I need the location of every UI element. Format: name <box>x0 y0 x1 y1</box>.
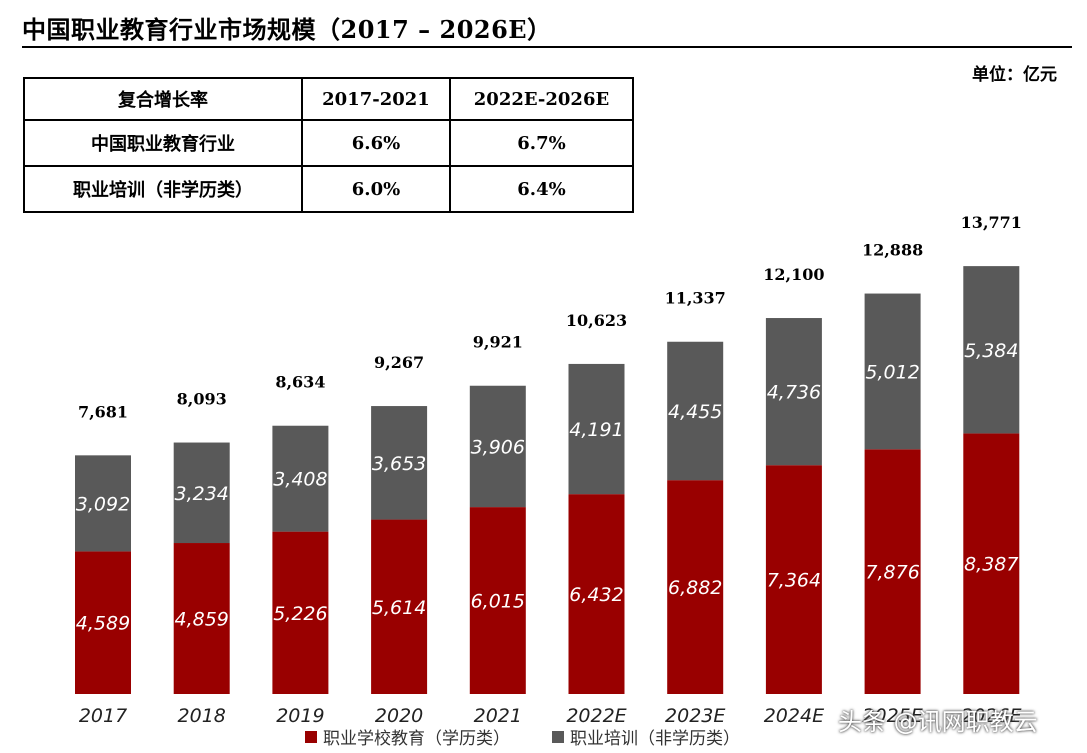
bar-school <box>864 449 921 694</box>
cagr-row-training: 职业培训（非学历类） 6.0% 6.4% <box>23 165 634 213</box>
bar-value-training: 5,012 <box>865 361 919 383</box>
bar-total-label: 12,888 <box>862 241 923 260</box>
bar-value-school: 6,432 <box>569 584 623 606</box>
legend-swatch-school <box>305 730 317 743</box>
x-tick-label: 2017 <box>79 705 127 727</box>
cagr-row-label: 职业培训（非学历类） <box>23 165 303 213</box>
bar-value-school: 6,015 <box>471 591 525 613</box>
bar-value-school: 5,614 <box>372 597 426 619</box>
bar-value-training: 3,092 <box>76 493 130 515</box>
bar-total-label: 12,100 <box>763 265 824 284</box>
bar-training <box>469 385 526 508</box>
x-tick-label: 2021 <box>474 705 522 727</box>
bar-school <box>667 480 724 694</box>
bar-value-training: 4,455 <box>668 401 722 423</box>
x-tick-label: 2025E <box>862 705 922 727</box>
bar-value-school: 6,882 <box>668 577 722 599</box>
bar-total-label: 9,267 <box>374 353 424 372</box>
bar-value-training: 3,408 <box>273 469 327 491</box>
legend-swatch-training <box>552 730 564 743</box>
legend-label-training: 职业培训（非学历类） <box>570 729 740 749</box>
bar-school <box>469 507 526 694</box>
x-tick-label: 2018 <box>178 705 226 727</box>
bar-value-school: 7,364 <box>767 570 821 592</box>
bar-total-label: 7,681 <box>78 402 128 421</box>
x-tick-label: 2022E <box>566 705 626 727</box>
bar-total-label: 11,337 <box>665 289 726 308</box>
x-tick-label: 2020 <box>375 705 423 727</box>
watermark: 头条 @讯网职教云 <box>838 708 1038 736</box>
bar-training <box>765 318 822 466</box>
bar-total-label: 9,921 <box>473 333 523 352</box>
bar-school <box>765 465 822 694</box>
cagr-value: 6.4% <box>449 165 634 213</box>
bar-value-school: 8,387 <box>964 554 1018 576</box>
bar-value-training: 4,191 <box>569 419 623 441</box>
bar-value-school: 5,226 <box>273 603 327 625</box>
cagr-row-industry: 中国职业教育行业 6.6% 6.7% <box>23 119 634 167</box>
bar-school <box>272 531 329 694</box>
bar-school <box>75 551 131 694</box>
x-tick-label: 2026E <box>961 705 1021 727</box>
cagr-header-period-1: 2017-2021 <box>301 77 451 121</box>
cagr-value: 6.6% <box>301 119 451 167</box>
x-tick-label: 2019 <box>276 705 324 727</box>
bar-value-school: 7,876 <box>865 562 919 584</box>
bar-training <box>963 266 1020 434</box>
cagr-row-label: 中国职业教育行业 <box>23 119 303 167</box>
chart-title: 中国职业教育行业市场规模（2017 – 2026E） <box>22 15 552 44</box>
bar-school <box>568 494 625 694</box>
bar-school <box>371 519 428 694</box>
legend: 职业学校教育（学历类） 职业培训（非学历类） <box>305 724 774 749</box>
bar-school <box>963 433 1020 694</box>
bar-value-training: 3,653 <box>372 453 426 475</box>
cagr-header-period-2: 2022E-2026E <box>449 77 634 121</box>
bar-training <box>568 363 625 495</box>
unit-label: 单位：亿元 <box>972 65 1057 85</box>
bar-value-school: 4,859 <box>174 609 228 631</box>
x-tick-label: 2024E <box>764 705 824 727</box>
legend-label-school: 职业学校教育（学历类） <box>323 729 510 749</box>
bar-training <box>371 406 428 520</box>
bar-total-label: 8,634 <box>275 373 325 392</box>
cagr-table: 复合增长率 2017-2021 2022E-2026E 中国职业教育行业 6.6… <box>23 77 634 213</box>
bar-value-training: 3,906 <box>471 436 525 458</box>
bar-training <box>75 455 131 552</box>
bar-value-school: 4,589 <box>76 613 130 635</box>
bar-total-label: 13,771 <box>961 213 1022 232</box>
bar-school <box>173 543 230 694</box>
bar-total-label: 10,623 <box>566 311 627 330</box>
bar-value-training: 4,736 <box>767 382 821 404</box>
legend-item-school: 职业学校教育（学历类） <box>305 724 510 749</box>
bar-training <box>864 293 921 450</box>
cagr-header-metric: 复合增长率 <box>23 77 303 121</box>
legend-item-training: 职业培训（非学历类） <box>552 724 740 749</box>
bar-training <box>272 425 329 532</box>
cagr-value: 6.0% <box>301 165 451 213</box>
cagr-header-row: 复合增长率 2017-2021 2022E-2026E <box>23 77 634 121</box>
bar-training <box>173 442 230 544</box>
bar-value-training: 3,234 <box>174 483 228 505</box>
bar-total-label: 8,093 <box>177 390 227 409</box>
title-divider <box>22 46 1072 48</box>
cagr-value: 6.7% <box>449 119 634 167</box>
x-tick-label: 2023E <box>665 705 725 727</box>
bar-training <box>667 341 724 481</box>
bar-value-training: 5,384 <box>964 340 1018 362</box>
stacked-bar-chart: 4,589 3,092 7,681 2017 4,859 3,234 8,093 2018 5,… <box>75 213 1022 727</box>
